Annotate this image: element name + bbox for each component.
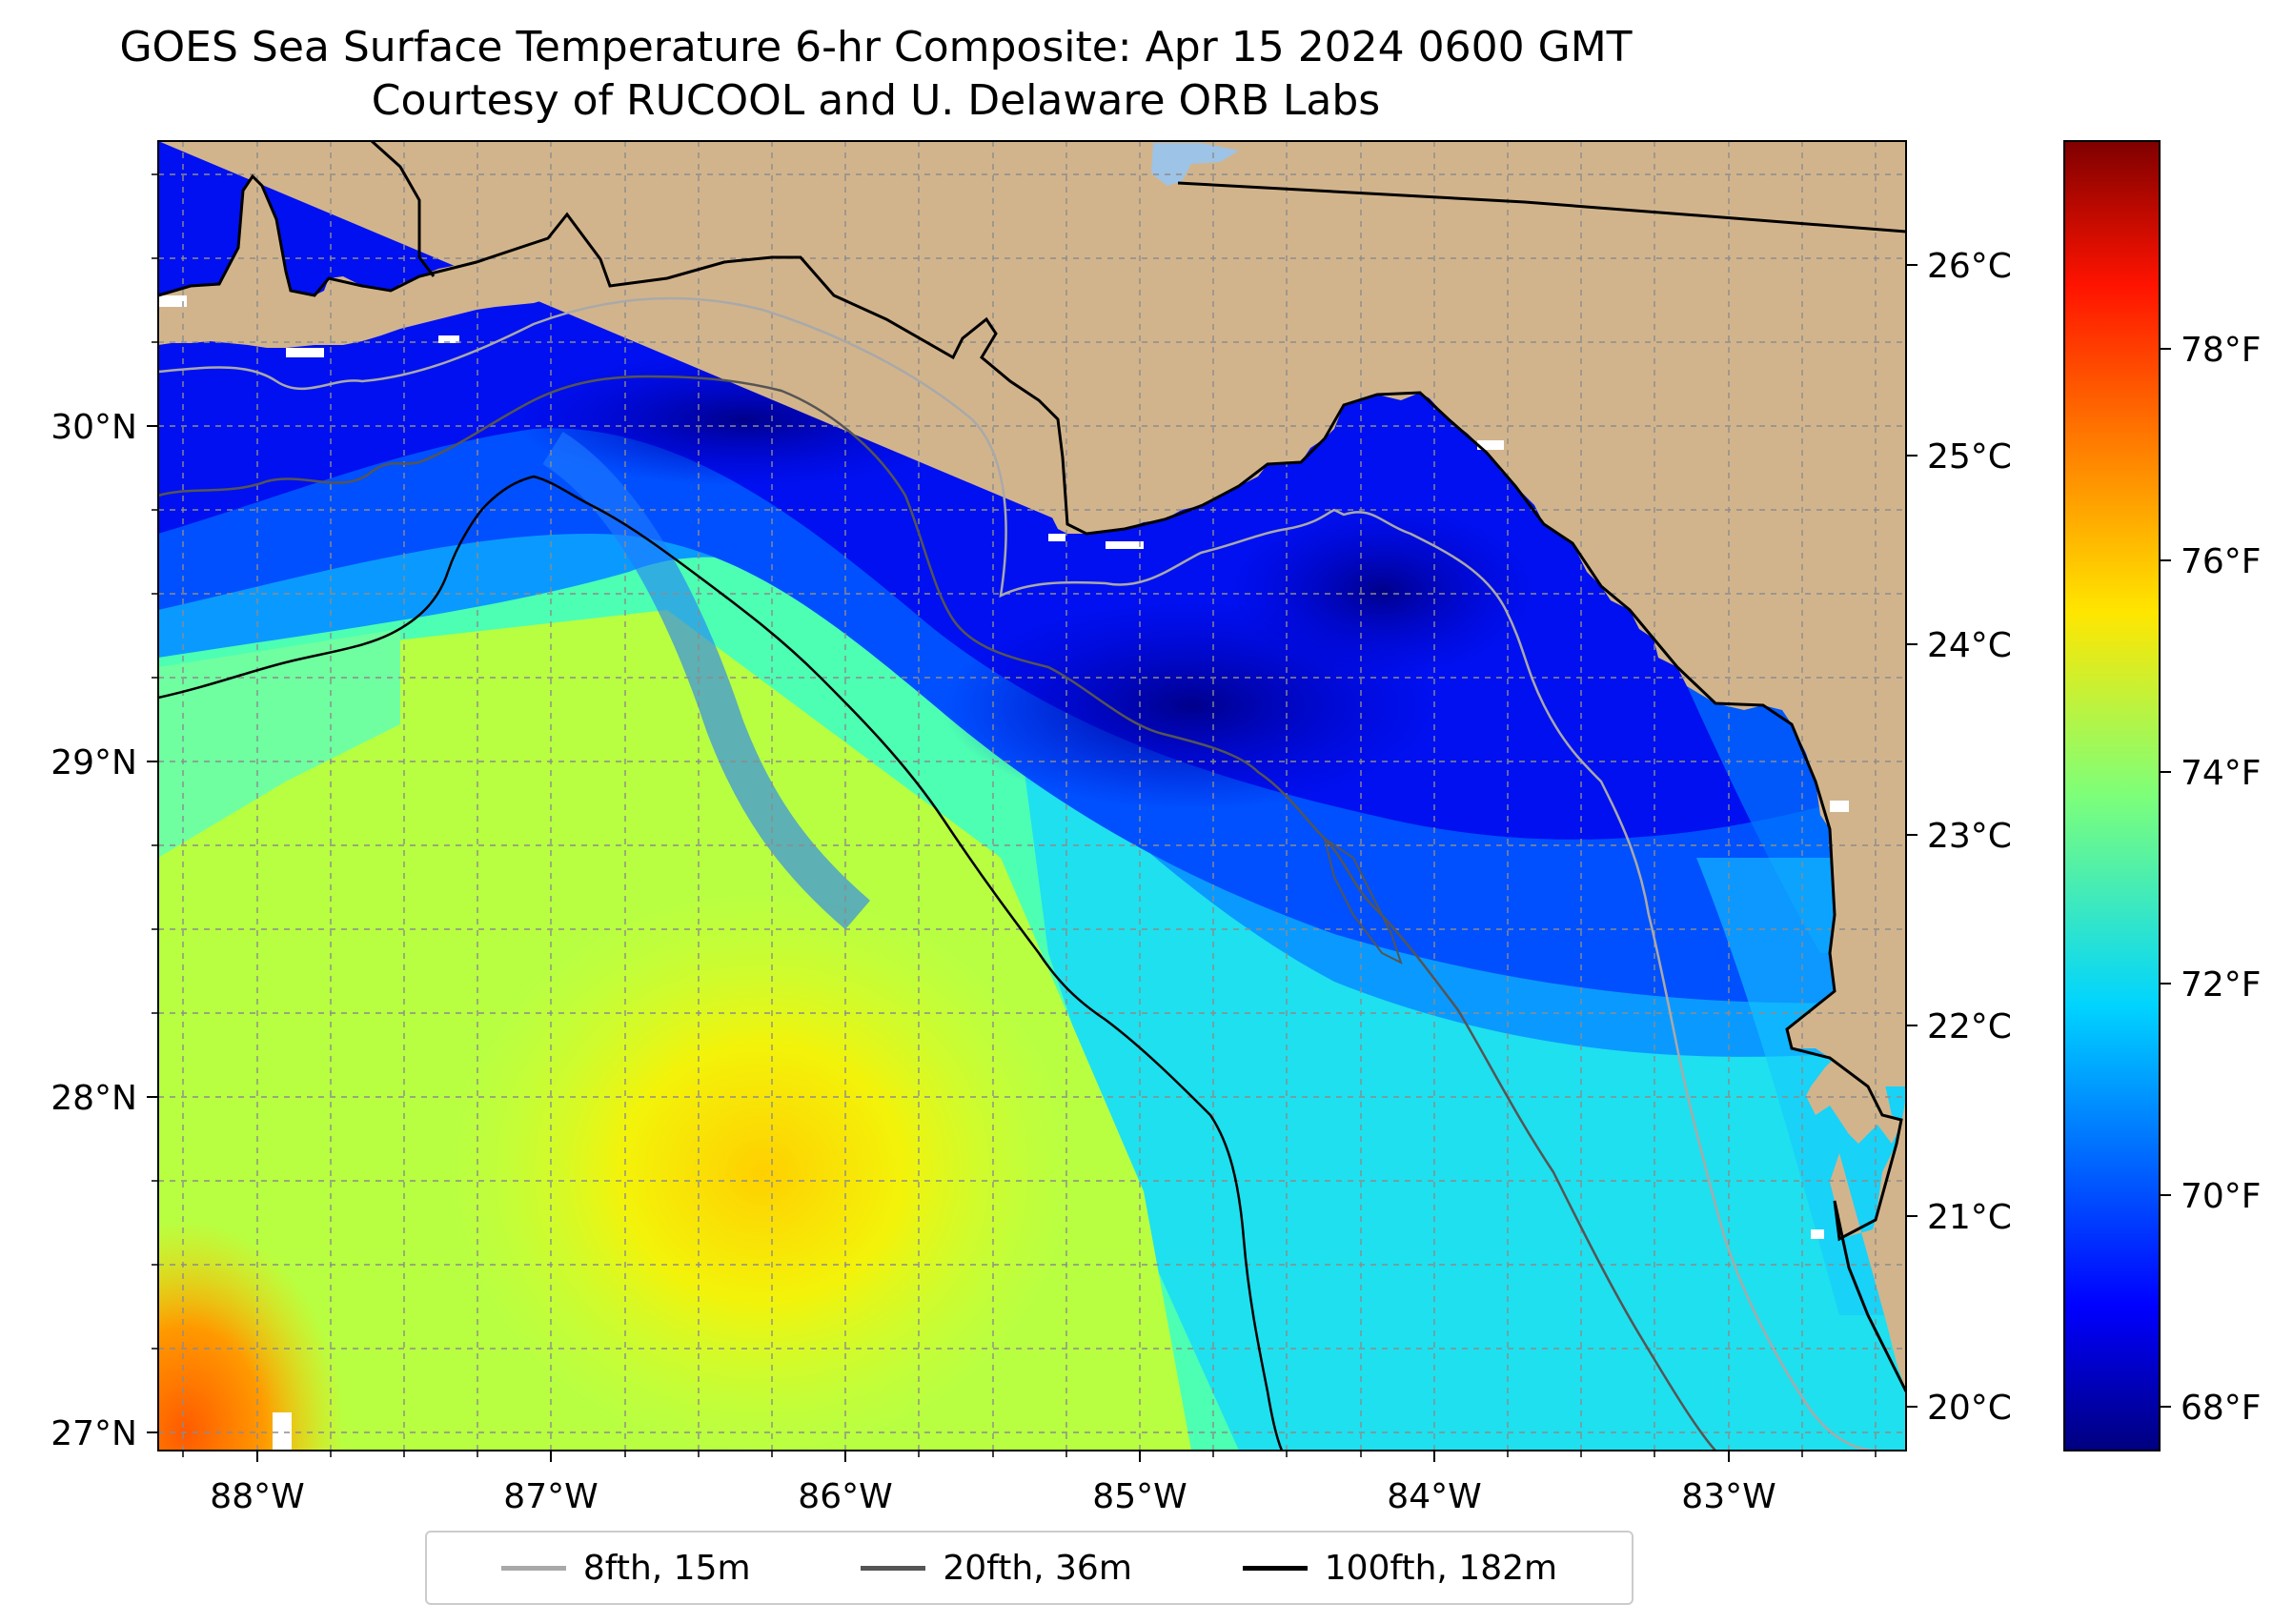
y-tick-label: 29°N bbox=[51, 743, 137, 782]
colorbar-celsius-label: 25°C bbox=[1927, 437, 2012, 477]
legend-item-20fth: 20fth, 36m bbox=[861, 1549, 1132, 1588]
colorbar-fahrenheit-label: 70°F bbox=[2181, 1177, 2262, 1216]
map-frame bbox=[157, 140, 1907, 1451]
isobath-legend: 8fth, 15m 20fth, 36m 100fth, 182m bbox=[425, 1531, 1634, 1605]
coastline bbox=[158, 173, 1906, 1392]
legend-item-8fth: 8fth, 15m bbox=[500, 1548, 751, 1588]
isobath-100fth bbox=[158, 475, 1284, 1451]
colorbar-celsius-label: 26°C bbox=[1927, 247, 2012, 286]
legend-label: 8fth, 15m bbox=[582, 1548, 751, 1588]
isobath-20fth bbox=[158, 375, 1716, 1451]
map-title: GOES Sea Surface Temperature 6-hr Compos… bbox=[119, 23, 1633, 71]
colorbar-celsius-label: 23°C bbox=[1927, 817, 2012, 856]
colorbar-fahrenheit-label: 74°F bbox=[2181, 754, 2262, 793]
x-tick-label: 87°W bbox=[503, 1477, 598, 1516]
warm-eddy bbox=[448, 886, 1077, 1451]
gridlines bbox=[158, 141, 1906, 1451]
colorbar-fahrenheit-label: 78°F bbox=[2181, 331, 2262, 370]
legend-line-swatch bbox=[1242, 1565, 1308, 1571]
colorbar-fahrenheit-label: 76°F bbox=[2181, 542, 2262, 581]
x-tick-label: 85°W bbox=[1092, 1477, 1187, 1516]
state-boundary bbox=[1177, 181, 1906, 233]
colorbar-celsius-label: 20°C bbox=[1927, 1389, 2012, 1428]
x-tick-label: 88°W bbox=[210, 1477, 304, 1516]
colorbar-fahrenheit-label: 72°F bbox=[2181, 965, 2262, 1005]
map-subtitle: Courtesy of RUCOOL and U. Delaware ORB L… bbox=[371, 76, 1381, 125]
legend-line-swatch bbox=[500, 1565, 566, 1571]
warm-corner bbox=[158, 1096, 425, 1451]
legend-label: 20fth, 36m bbox=[943, 1548, 1132, 1588]
map-area bbox=[158, 141, 1906, 1451]
cloud-mask-pixels bbox=[158, 295, 1849, 1451]
x-tick-label: 84°W bbox=[1387, 1477, 1481, 1516]
isobath-8fth bbox=[158, 296, 1878, 1451]
land-mass-main bbox=[158, 141, 1906, 1086]
colorbar-celsius-label: 22°C bbox=[1927, 1007, 2012, 1046]
colorbar-fahrenheit-label: 68°F bbox=[2181, 1389, 2262, 1428]
y-tick-label: 30°N bbox=[51, 408, 137, 447]
axis-ticks bbox=[147, 425, 1730, 1462]
colorbar-celsius-label: 21°C bbox=[1927, 1198, 2012, 1237]
y-tick-label: 27°N bbox=[51, 1414, 137, 1453]
colorbar bbox=[2063, 140, 2161, 1451]
legend-line-swatch bbox=[861, 1565, 926, 1571]
x-tick-label: 83°W bbox=[1681, 1477, 1776, 1516]
x-tick-label: 86°W bbox=[798, 1477, 892, 1516]
legend-item-100fth: 100fth, 182m bbox=[1242, 1548, 1558, 1588]
legend-label: 100fth, 182m bbox=[1324, 1548, 1558, 1588]
lake bbox=[1151, 143, 1239, 186]
y-tick-label: 28°N bbox=[51, 1079, 137, 1118]
colorbar-celsius-label: 24°C bbox=[1927, 626, 2012, 665]
